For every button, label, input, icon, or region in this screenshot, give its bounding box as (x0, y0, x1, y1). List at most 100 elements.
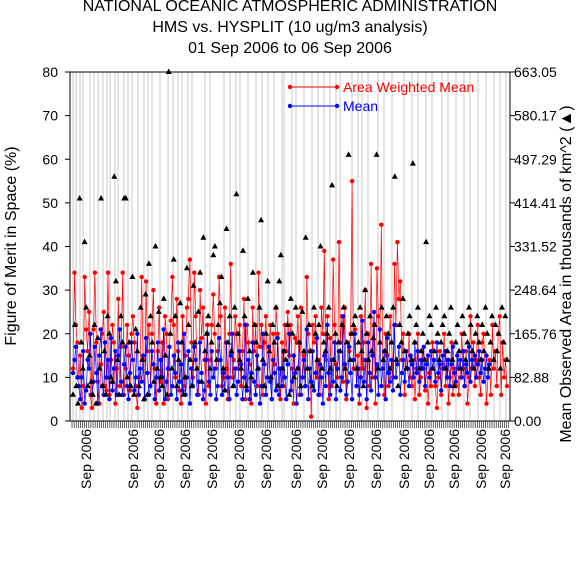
data-point (243, 322, 248, 328)
legend-marker-mean (287, 103, 293, 109)
data-point (275, 331, 280, 336)
data-point (475, 362, 480, 367)
data-point (478, 392, 483, 397)
area-marker (132, 325, 139, 332)
area-marker (381, 347, 388, 354)
area-marker (116, 391, 123, 397)
data-point (389, 357, 394, 363)
area-marker (436, 356, 443, 362)
data-point (107, 397, 112, 402)
data-point (157, 388, 162, 393)
area-marker (324, 330, 331, 336)
area-marker (373, 151, 380, 157)
area-marker (319, 365, 326, 371)
area-marker (174, 382, 180, 389)
data-point (326, 370, 331, 376)
x-tick-label: Sep 2006 (473, 429, 489, 489)
area-marker (403, 365, 410, 371)
data-point (257, 344, 263, 349)
area-marker (200, 234, 207, 240)
area-marker (358, 347, 365, 354)
area-marker (421, 356, 428, 362)
area-marker (103, 391, 109, 397)
data-point (102, 340, 108, 345)
data-point (197, 287, 203, 293)
data-point (402, 379, 407, 384)
area-marker (428, 321, 435, 327)
area-marker (114, 356, 121, 362)
data-point (206, 383, 212, 389)
area-marker (144, 391, 151, 397)
data-point (113, 349, 118, 354)
area-marker (385, 330, 392, 336)
area-marker (202, 347, 208, 354)
data-point (328, 392, 333, 397)
area-marker (101, 347, 108, 354)
data-point (209, 349, 214, 354)
area-marker (243, 382, 250, 389)
data-point (197, 340, 203, 345)
data-point (146, 322, 152, 328)
area-marker (400, 295, 406, 301)
area-marker (150, 378, 157, 384)
area-marker (281, 347, 288, 354)
data-point (379, 222, 384, 227)
data-point (238, 383, 244, 389)
area-marker (131, 391, 138, 397)
data-point (387, 379, 393, 384)
area-marker (388, 339, 395, 345)
area-marker (216, 299, 223, 306)
data-point (412, 397, 418, 402)
y2-tick-label: 580.17 (514, 108, 557, 124)
area-marker (327, 365, 334, 371)
data-point (471, 340, 476, 345)
area-marker (367, 312, 373, 319)
area-marker (246, 347, 253, 354)
chart-title-line-1: NATIONAL OCEANIC ATMOSPHERIC ADMINISTRAT… (82, 0, 498, 15)
y2-tick-label: 82.88 (514, 369, 549, 385)
area-marker (475, 339, 482, 345)
data-point (231, 357, 236, 363)
area-marker (198, 378, 205, 384)
data-point (442, 331, 447, 336)
x-tick-label: Sep 2006 (204, 429, 220, 489)
data-point (275, 335, 280, 341)
x-tick-label: Sep 2006 (177, 429, 193, 489)
area-marker (182, 373, 189, 380)
data-point (499, 392, 504, 397)
area-marker (223, 225, 230, 231)
data-point (228, 261, 233, 267)
area-marker (398, 339, 405, 345)
data-point (139, 274, 144, 280)
data-point (376, 314, 381, 319)
data-point (119, 379, 124, 384)
data-point (135, 405, 140, 411)
x-tick-label: Sep 2006 (446, 429, 462, 489)
data-point (219, 392, 225, 397)
data-point (395, 239, 400, 245)
data-point (152, 397, 157, 402)
data-point (117, 383, 123, 389)
data-point (292, 370, 298, 376)
data-point (94, 340, 99, 345)
data-point (371, 309, 377, 315)
area-marker (203, 330, 210, 336)
data-point (357, 392, 362, 397)
data-point (436, 375, 441, 380)
data-point (320, 331, 326, 336)
data-point (257, 401, 263, 406)
data-point (364, 397, 369, 402)
data-point (195, 392, 200, 397)
data-point (132, 388, 137, 393)
area-marker (314, 356, 321, 362)
y2-tick-label: 165.76 (514, 326, 557, 342)
data-point (414, 370, 419, 376)
area-marker (139, 356, 146, 362)
data-point (352, 327, 358, 332)
data-point (393, 375, 399, 380)
area-marker (261, 382, 268, 389)
x-tick-label: Sep 2006 (231, 429, 247, 489)
y-tick-label: 10 (42, 369, 58, 385)
data-point (333, 397, 339, 402)
data-point (249, 401, 254, 406)
